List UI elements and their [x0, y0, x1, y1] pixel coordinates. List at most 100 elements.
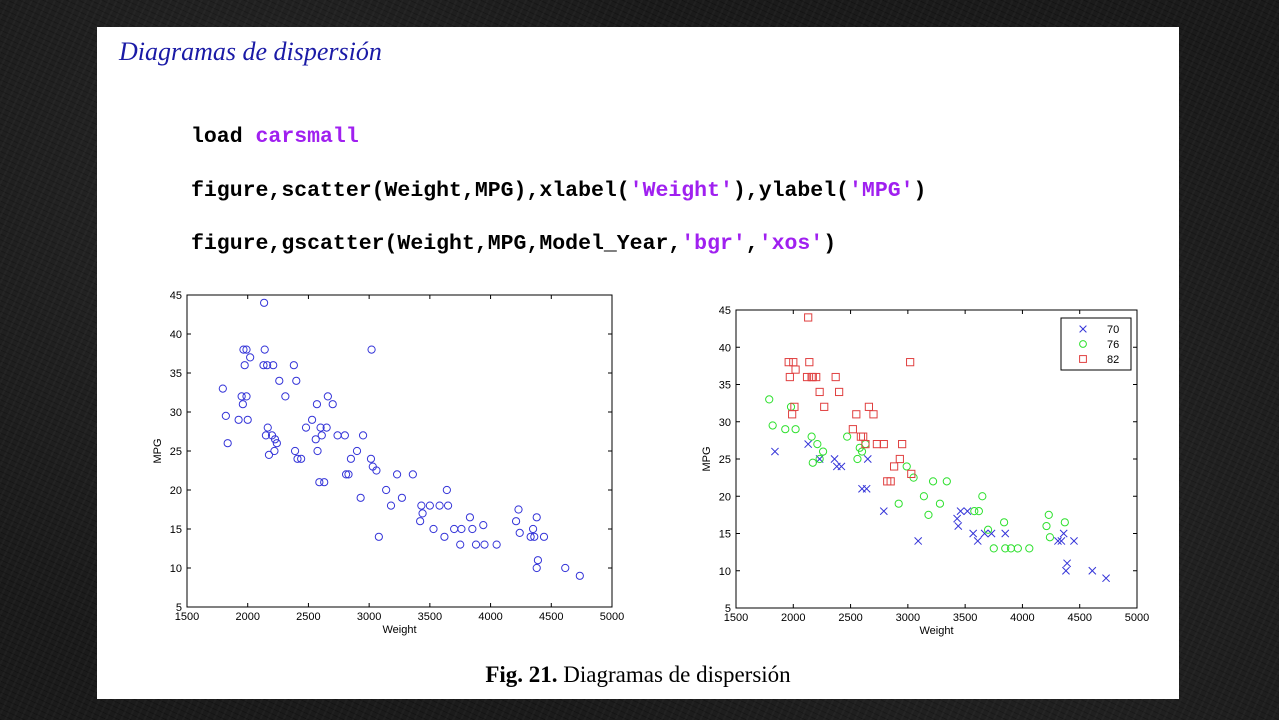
- data-point: [264, 450, 274, 459]
- data-point: [1070, 536, 1078, 545]
- data-point: [1013, 544, 1022, 553]
- data-point: [924, 510, 933, 519]
- x-tick-label: 4500: [1067, 612, 1091, 624]
- data-point: [450, 524, 459, 534]
- data-point: [862, 484, 871, 493]
- data-point: [239, 345, 248, 354]
- y-tick-label: 25: [170, 446, 182, 458]
- data-point: [526, 532, 535, 541]
- x-tick-label: 3500: [418, 611, 442, 623]
- figure-caption: Fig. 21. Diagramas de dispersión: [97, 662, 1179, 688]
- data-point: [297, 454, 306, 463]
- data-point: [322, 423, 331, 432]
- data-point: [260, 345, 269, 354]
- data-point: [863, 455, 872, 463]
- data-point: [320, 478, 329, 487]
- data-point: [906, 358, 915, 367]
- data-point: [243, 415, 252, 424]
- data-point: [907, 469, 916, 479]
- caption-label: Fig. 21.: [485, 662, 558, 687]
- data-point: [440, 532, 449, 541]
- data-point: [223, 439, 232, 448]
- data-point: [869, 410, 878, 419]
- data-point: [983, 525, 993, 534]
- code-text: ),ylabel(: [732, 179, 850, 203]
- data-point: [1060, 518, 1069, 527]
- data-point: [479, 521, 488, 530]
- x-tick-label: 3500: [953, 612, 977, 624]
- data-point: [1044, 510, 1053, 519]
- legend-marker: [1079, 355, 1087, 363]
- code-text: ): [913, 179, 927, 203]
- data-point: [843, 432, 852, 441]
- data-point: [386, 501, 396, 510]
- data-point: [835, 387, 844, 397]
- code-text: load: [191, 125, 256, 149]
- x-axis-label: Weight: [382, 624, 416, 636]
- data-point: [372, 466, 381, 475]
- data-point: [272, 439, 281, 448]
- data-point: [898, 440, 907, 449]
- data-point: [392, 470, 402, 479]
- data-point: [963, 507, 972, 516]
- data-point: [859, 432, 868, 441]
- data-point: [781, 425, 790, 434]
- code-string: 'xos': [758, 232, 824, 256]
- y-tick-label: 45: [170, 290, 182, 302]
- legend-label: 82: [1107, 354, 1119, 366]
- data-point: [528, 524, 538, 534]
- y-tick-label: 10: [170, 563, 182, 575]
- data-point: [1059, 529, 1068, 538]
- data-point: [416, 517, 425, 526]
- data-point: [333, 431, 342, 440]
- data-point: [861, 440, 870, 449]
- slide-title: Diagramas de dispersión: [119, 37, 382, 66]
- data-point: [356, 493, 365, 502]
- data-point: [289, 361, 298, 370]
- data-point: [808, 458, 817, 467]
- data-point: [313, 446, 322, 456]
- legend-label: 70: [1107, 324, 1119, 336]
- data-point: [864, 402, 874, 411]
- data-point: [234, 415, 243, 424]
- data-point: [837, 462, 846, 471]
- data-point: [382, 485, 391, 495]
- data-point: [242, 345, 251, 354]
- data-point: [344, 470, 353, 479]
- legend-marker: [1079, 325, 1087, 333]
- data-point: [480, 540, 489, 549]
- data-point: [492, 540, 501, 549]
- data-point: [815, 454, 824, 464]
- data-point: [397, 493, 407, 502]
- data-point: [804, 313, 813, 322]
- code-line-scatter: figure,scatter(Weight,MPG),xlabel('Weigh…: [191, 179, 926, 203]
- data-point: [768, 421, 777, 430]
- x-tick-label: 5000: [1125, 612, 1149, 624]
- data-point: [879, 507, 888, 516]
- caption-text: Diagramas de dispersión: [563, 662, 791, 687]
- data-point: [435, 501, 444, 510]
- code-string: 'MPG': [849, 179, 914, 203]
- y-tick-label: 10: [719, 566, 731, 578]
- y-tick-label: 40: [719, 342, 731, 354]
- data-point: [316, 423, 325, 432]
- data-point: [853, 454, 862, 464]
- data-point: [425, 501, 434, 510]
- x-tick-label: 4500: [539, 611, 563, 623]
- x-tick-label: 3000: [357, 611, 381, 623]
- data-point: [820, 402, 829, 411]
- code-text: ): [823, 232, 837, 256]
- data-point: [1057, 536, 1066, 545]
- data-point: [1025, 544, 1034, 553]
- y-tick-label: 15: [170, 524, 182, 536]
- data-point: [791, 365, 800, 374]
- data-point: [261, 431, 271, 440]
- data-point: [856, 432, 865, 441]
- data-point: [307, 415, 317, 424]
- data-point: [240, 361, 249, 370]
- data-point: [1063, 559, 1072, 568]
- data-point: [238, 400, 247, 409]
- data-point: [812, 372, 821, 382]
- data-point: [954, 522, 963, 531]
- y-tick-label: 30: [719, 417, 731, 429]
